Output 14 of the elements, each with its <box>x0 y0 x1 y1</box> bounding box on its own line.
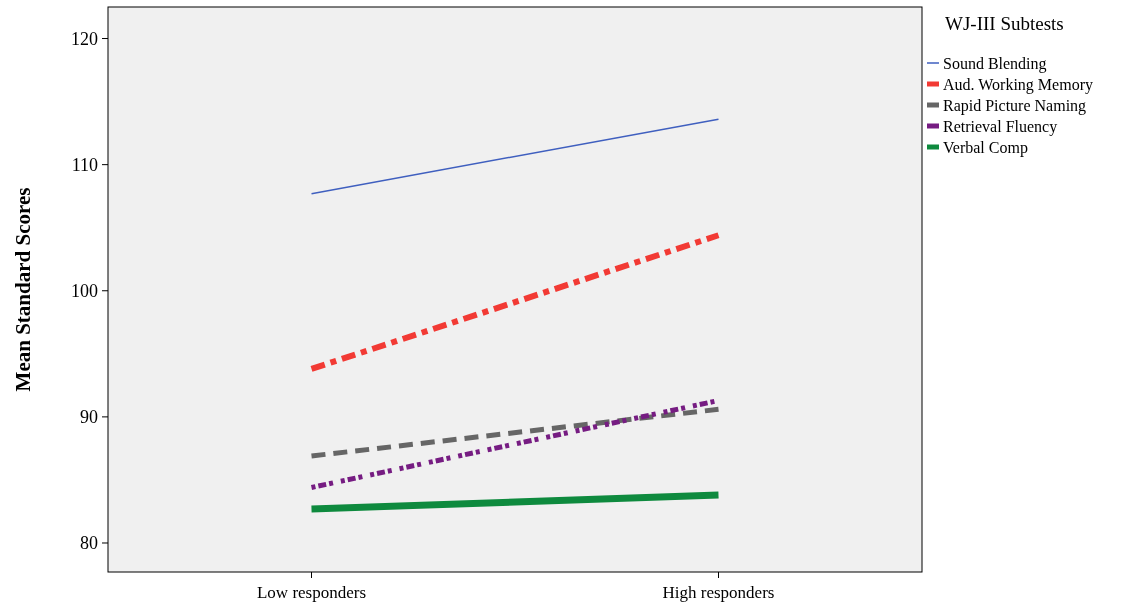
legend-label: Rapid Picture Naming <box>943 96 1087 115</box>
y-tick-label: 100 <box>71 281 98 302</box>
legend-label: Aud. Working Memory <box>943 75 1093 94</box>
y-tick-label: 80 <box>80 533 98 554</box>
x-tick-label: Low responders <box>256 583 367 602</box>
y-tick-label: 120 <box>71 28 98 49</box>
legend-label: Sound Blending <box>943 54 1047 73</box>
legend-label: Retrieval Fluency <box>943 117 1058 136</box>
legend-title: WJ-III Subtests <box>945 13 1064 34</box>
legend-label: Verbal Comp <box>943 138 1028 157</box>
y-tick-label: 90 <box>80 407 98 428</box>
y-tick-label: 110 <box>71 154 98 175</box>
x-tick-label: High responders <box>662 583 775 602</box>
y-axis-title: Mean Standard Scores <box>11 187 35 392</box>
